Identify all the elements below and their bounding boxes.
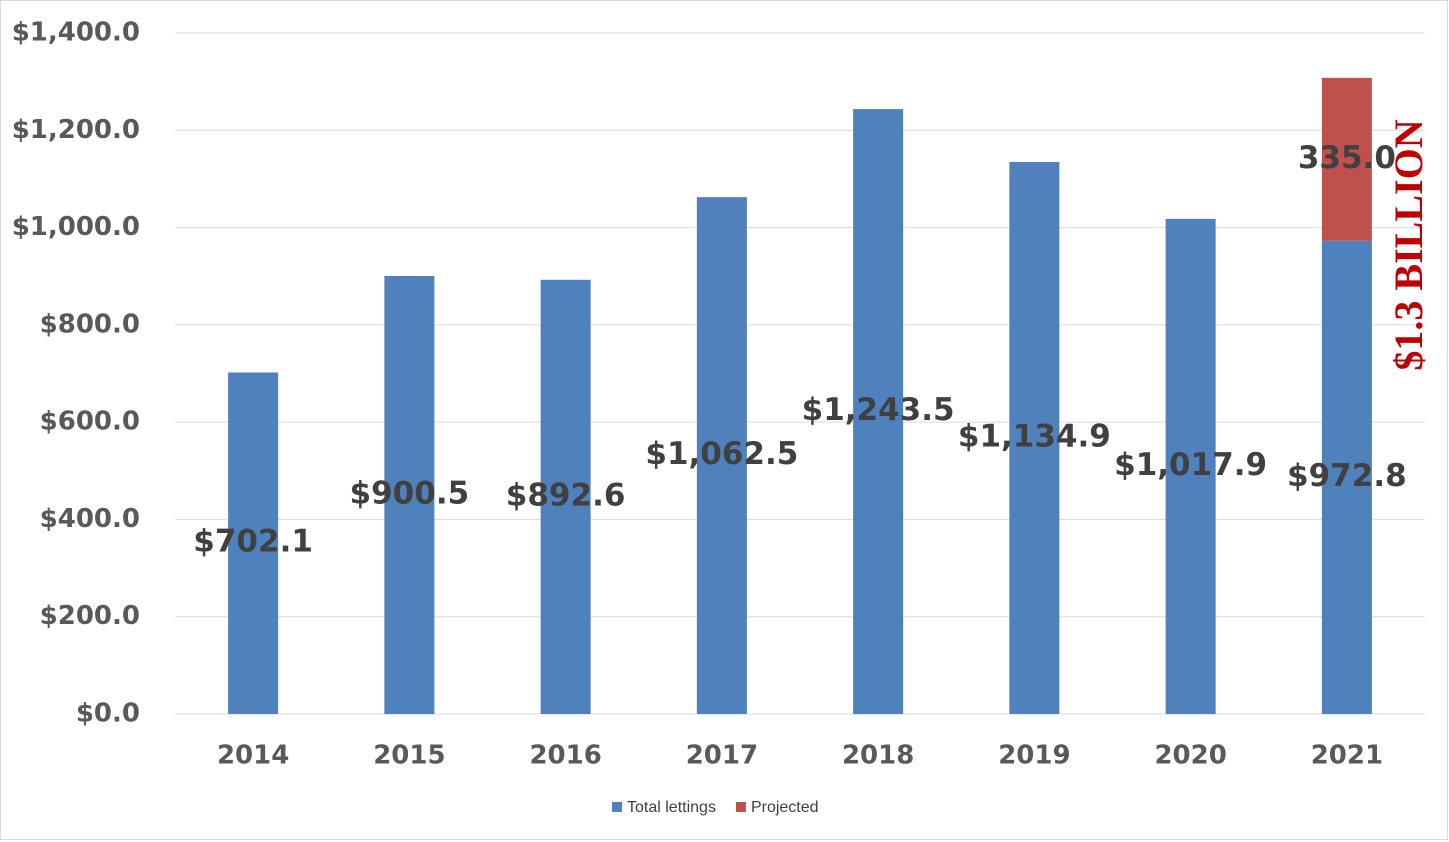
data-label: $1,243.5 (802, 392, 955, 428)
data-label: $1,062.5 (645, 436, 798, 472)
x-tick-label: 2020 (1154, 741, 1226, 771)
bar (696, 197, 747, 714)
y-tick-label: $1,200.0 (12, 115, 140, 145)
legend-swatch (735, 802, 746, 812)
data-label: $1,017.9 (1114, 447, 1267, 483)
y-tick-label: $1,000.0 (12, 212, 140, 242)
x-tick-label: 2014 (217, 741, 289, 771)
data-label: $892.6 (506, 477, 626, 513)
bar (1165, 218, 1216, 714)
x-tick-label: 2019 (998, 741, 1070, 771)
x-tick-label: 2017 (686, 741, 758, 771)
data-label: 335.0 (1298, 140, 1396, 176)
bar (1009, 161, 1060, 714)
bar (1321, 77, 1372, 241)
legend-swatch (612, 802, 622, 812)
bar (853, 109, 904, 714)
data-label: $1,134.9 (958, 418, 1111, 454)
data-label: $900.5 (350, 475, 470, 511)
legend-label: Total lettings (627, 799, 716, 816)
data-label: $702.1 (193, 524, 313, 560)
y-tick-label: $600.0 (40, 407, 140, 437)
y-tick-label: $0.0 (76, 699, 140, 729)
y-tick-label: $400.0 (40, 504, 140, 534)
y-tick-label: $800.0 (40, 309, 140, 339)
x-tick-label: 2018 (842, 741, 914, 771)
legend-label: Projected (751, 799, 819, 816)
bar (384, 275, 435, 714)
bar (540, 279, 591, 714)
x-tick-label: 2015 (373, 741, 445, 771)
y-tick-label: $1,400.0 (12, 18, 140, 48)
annotation: $1.3 BILLION (1386, 119, 1431, 370)
data-label: $972.8 (1287, 458, 1407, 494)
y-tick-label: $200.0 (40, 601, 140, 631)
bar (228, 372, 279, 714)
bar (1321, 240, 1372, 714)
x-tick-label: 2021 (1311, 741, 1383, 771)
x-tick-label: 2016 (529, 741, 601, 771)
